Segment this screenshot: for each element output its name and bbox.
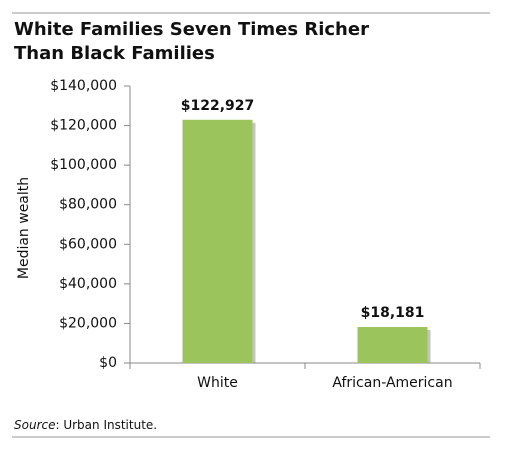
y-tick-label: $20,000 [59, 315, 117, 331]
y-tick-label: $120,000 [50, 118, 117, 134]
bar [357, 327, 428, 363]
bar [182, 119, 253, 363]
y-tick-label: $100,000 [50, 157, 117, 173]
value-label: $18,181 [361, 305, 425, 321]
source-text: : Urban Institute. [55, 418, 158, 432]
chart-title: White Families Seven Times Richer Than B… [14, 19, 369, 64]
x-tick-label: White [197, 375, 238, 391]
y-tick-label: $80,000 [59, 197, 117, 213]
value-label: $122,927 [181, 98, 255, 114]
source-label: Source [14, 418, 56, 432]
y-tick-label: $140,000 [50, 78, 117, 94]
y-tick-label: $40,000 [59, 276, 117, 292]
x-tick-label: African-American [332, 375, 452, 391]
y-axis-title: Median wealth [16, 177, 32, 279]
y-tick-label: $0 [99, 355, 117, 371]
source-note: Source: Urban Institute. [14, 418, 157, 432]
y-tick-label: $60,000 [59, 236, 117, 252]
